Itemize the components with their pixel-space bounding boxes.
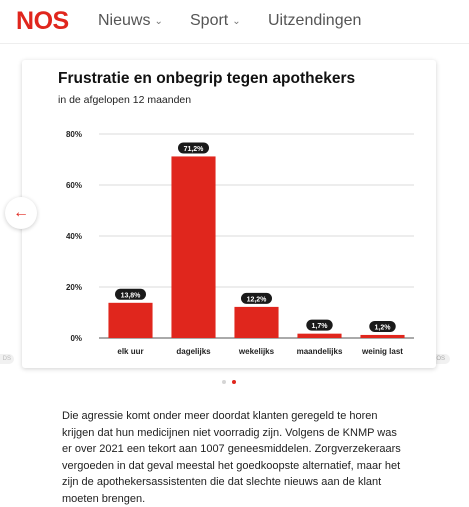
bar: [108, 302, 153, 338]
prev-card-tag: DS: [0, 354, 14, 364]
y-tick-label: 80%: [66, 130, 82, 139]
x-tick-label: maandelijks: [297, 347, 343, 356]
bar: [297, 333, 342, 338]
logo-letter: N: [16, 7, 34, 35]
chart-subtitle: in de afgelopen 12 maanden: [58, 94, 192, 106]
nav-item-nieuws[interactable]: Nieuws ⌄: [98, 12, 163, 30]
y-tick-label: 20%: [66, 283, 82, 292]
data-label-pill: [241, 292, 272, 304]
carousel-prev-button[interactable]: ←: [5, 197, 37, 229]
data-label: 13,8%: [121, 292, 142, 299]
y-tick-label: 0%: [70, 334, 82, 343]
data-label-pill: [306, 319, 333, 331]
bar: [234, 306, 279, 338]
arrow-left-icon: ←: [13, 204, 29, 221]
chevron-down-icon: ⌄: [154, 15, 163, 27]
y-tick-label: 40%: [66, 232, 82, 241]
y-tick-label: 60%: [66, 181, 82, 190]
next-card-tag: NOS: [428, 354, 450, 364]
data-label: 71,2%: [184, 146, 205, 153]
chart-title: Frustratie en onbegrip tegen apothekers: [58, 70, 356, 87]
nav-label: Nieuws: [98, 12, 151, 29]
carousel-dots: [222, 380, 236, 384]
carousel-dot-active[interactable]: [232, 380, 236, 384]
x-tick-label: dagelijks: [176, 347, 211, 356]
nav-label: Uitzendingen: [268, 12, 362, 29]
x-tick-label: elk uur: [117, 347, 143, 356]
data-label-pill: [115, 288, 146, 300]
nav-item-sport[interactable]: Sport ⌄: [190, 12, 241, 30]
bar: [360, 334, 405, 338]
data-label-pill: [178, 142, 209, 154]
bar-chart: 0% 20% 40% 60% 80% 13,8% elk uur 71,2% dagelijks…: [66, 130, 414, 356]
logo-letter: O: [33, 7, 53, 35]
data-label: 12,2%: [247, 296, 268, 303]
chart-card: Frustratie en onbegrip tegen apothekers …: [22, 60, 436, 368]
bar: [171, 156, 216, 338]
nav-label: Sport: [190, 12, 229, 29]
data-label: 1,7%: [312, 323, 329, 330]
x-tick-label: wekelijks: [238, 347, 275, 356]
data-label: 1,2%: [375, 324, 392, 331]
x-tick-label: weinig last: [361, 347, 403, 356]
data-label-pill: [369, 320, 396, 332]
logo-letter: S: [52, 7, 70, 35]
chevron-down-icon: ⌄: [232, 15, 241, 27]
article-paragraph: Die agressie komt onder meer doordat kla…: [62, 410, 401, 505]
carousel-dot[interactable]: [222, 380, 226, 384]
nav-item-uitzendingen[interactable]: Uitzendingen: [268, 12, 361, 30]
